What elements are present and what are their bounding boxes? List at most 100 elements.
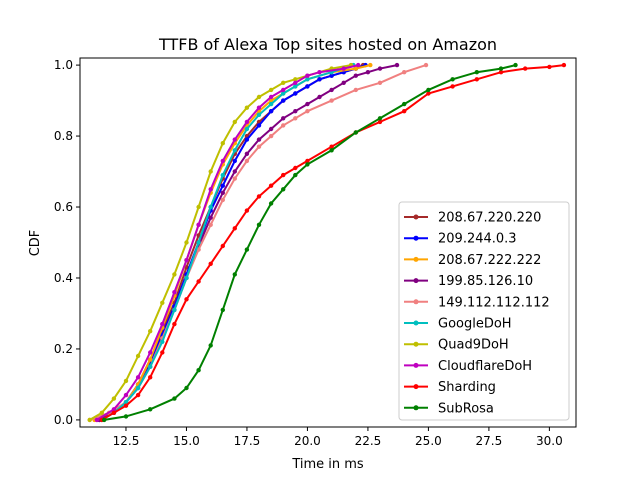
data-point	[232, 176, 237, 181]
data-point	[368, 62, 373, 68]
data-point	[547, 64, 552, 70]
data-point	[220, 190, 225, 195]
data-point	[232, 169, 237, 174]
data-point	[123, 403, 129, 408]
data-point	[148, 350, 153, 355]
data-point	[268, 94, 274, 100]
data-point	[123, 414, 129, 419]
data-point	[135, 385, 141, 391]
data-point	[160, 321, 165, 327]
data-point	[268, 126, 274, 132]
data-point	[160, 300, 165, 305]
data-point	[256, 112, 262, 118]
data-point	[256, 94, 262, 100]
series-7	[94, 62, 361, 423]
legend-item: Sharding	[404, 380, 496, 395]
legend-item: CloudflareDoH	[404, 359, 532, 374]
legend-marker	[413, 278, 419, 284]
y-tick-label: 1.0	[54, 58, 73, 72]
x-tick-label: 20.0	[294, 434, 321, 448]
data-point	[135, 392, 141, 398]
data-point	[148, 407, 153, 412]
data-point	[293, 172, 298, 178]
y-tick-label: 0.8	[54, 129, 73, 143]
data-point	[148, 375, 153, 380]
data-point	[220, 197, 225, 203]
data-point	[172, 396, 177, 401]
data-point	[523, 66, 528, 71]
data-point	[184, 275, 189, 281]
legend-label: 208.67.220.220	[438, 211, 541, 226]
legend-marker	[413, 405, 419, 411]
x-tick-label: 22.5	[355, 434, 382, 448]
legend-label: 208.67.222.222	[438, 253, 541, 268]
data-point	[281, 116, 286, 121]
y-tick-label: 0.4	[54, 271, 73, 285]
data-point	[402, 70, 407, 75]
legend-marker	[413, 256, 419, 262]
data-point	[305, 109, 310, 114]
data-point	[135, 375, 141, 380]
data-point	[256, 222, 262, 227]
data-point	[281, 80, 286, 86]
series-line	[104, 64, 516, 421]
series-5	[99, 62, 356, 423]
data-point	[268, 133, 274, 139]
data-point	[208, 215, 213, 220]
data-point	[268, 201, 274, 206]
data-point	[184, 385, 189, 391]
data-point	[281, 98, 286, 103]
x-tick-label: 27.5	[476, 434, 503, 448]
legend-marker	[413, 235, 419, 241]
data-point	[220, 158, 225, 164]
y-tick-label: 0.0	[54, 413, 73, 427]
data-point	[329, 148, 334, 153]
data-point	[196, 279, 201, 284]
data-point	[474, 77, 479, 82]
legend-marker	[413, 299, 419, 305]
legend-label: 199.85.126.10	[438, 274, 533, 289]
legend-item: SubRosa	[404, 401, 494, 416]
data-point	[426, 87, 431, 93]
series-6	[87, 62, 354, 423]
data-point	[377, 80, 383, 86]
data-point	[317, 70, 322, 75]
legend-item: 208.67.222.222	[404, 253, 541, 268]
data-point	[111, 410, 117, 415]
data-point	[123, 378, 129, 384]
data-point	[148, 357, 153, 362]
data-point	[293, 116, 298, 121]
data-point	[111, 396, 117, 401]
data-point	[305, 158, 310, 164]
legend-item: 149.112.112.112	[404, 295, 550, 310]
data-point	[208, 204, 213, 210]
data-point	[281, 187, 286, 192]
legend-label: 209.244.0.3	[438, 232, 517, 247]
data-point	[377, 116, 383, 121]
data-point	[377, 119, 383, 125]
data-point	[305, 77, 310, 82]
legend-item: GoogleDoH	[404, 317, 512, 332]
legend-marker	[413, 320, 419, 326]
data-point	[329, 98, 334, 103]
data-point	[94, 417, 100, 423]
data-point	[184, 258, 189, 263]
data-point	[244, 126, 250, 132]
data-point	[256, 194, 262, 199]
data-point	[365, 70, 371, 75]
legend-label: SubRosa	[438, 401, 494, 416]
series-line	[101, 64, 354, 421]
data-point	[268, 87, 274, 93]
data-point	[232, 226, 237, 231]
data-point	[281, 123, 286, 128]
y-tick-label: 0.6	[54, 200, 73, 214]
data-point	[256, 144, 262, 149]
data-point	[232, 137, 237, 142]
data-point	[353, 66, 358, 71]
data-point	[196, 368, 201, 373]
data-point	[450, 77, 455, 82]
y-tick-label: 0.2	[54, 342, 73, 356]
data-point	[244, 119, 250, 125]
data-point	[232, 119, 237, 125]
data-point	[498, 70, 504, 75]
